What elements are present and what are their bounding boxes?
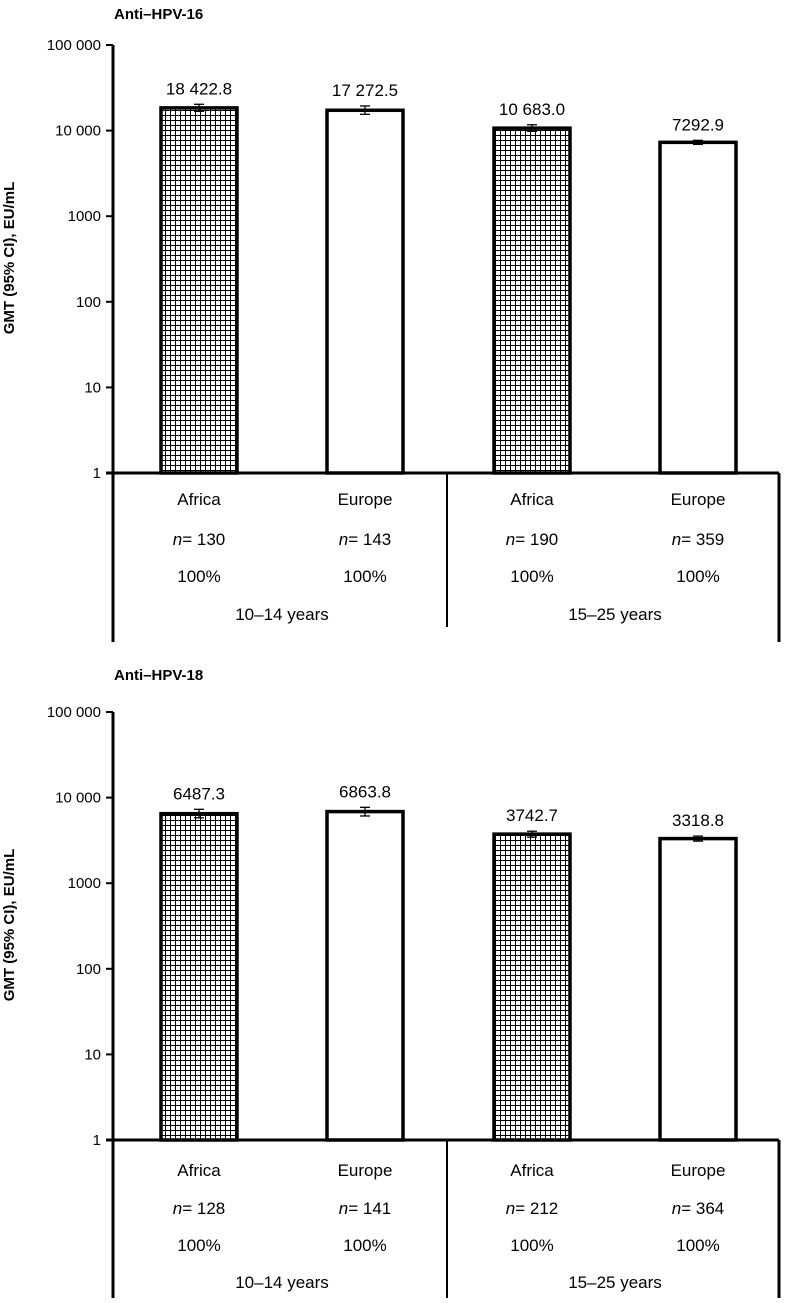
sample-size-value: = 143	[348, 530, 391, 549]
sample-size-value: = 130	[182, 530, 225, 549]
percentage-label: 100%	[343, 567, 386, 586]
percentage-label: 100%	[343, 1236, 386, 1255]
y-tick-label: 100	[76, 961, 101, 978]
y-tick-label: 10 000	[55, 123, 101, 140]
chart-title: Anti–HPV-16	[114, 6, 203, 23]
percentage-label: 100%	[177, 567, 220, 586]
group-label: 15–25 years	[568, 605, 662, 624]
y-axis-label: GMT (95% CI), EU/mL	[1, 849, 18, 1002]
percentage-label: 100%	[177, 1236, 220, 1255]
bar	[159, 811, 239, 1142]
sample-size-n: n	[672, 530, 681, 549]
y-tick-label: 1	[93, 465, 101, 482]
sample-size-value: = 364	[681, 1199, 724, 1218]
category-label: Africa	[510, 1161, 554, 1180]
group-label: 15–25 years	[568, 1273, 662, 1292]
category-label: Europe	[338, 1161, 393, 1180]
sample-size-label: n= 130	[173, 530, 225, 549]
sample-size-n: n	[672, 1199, 681, 1218]
group-label: 10–14 years	[235, 1273, 329, 1292]
percentage-label: 100%	[676, 567, 719, 586]
bar	[325, 809, 405, 1142]
data-label: 17 272.5	[332, 81, 398, 100]
bar	[658, 140, 738, 475]
group-label: 10–14 years	[235, 605, 329, 624]
data-label: 18 422.8	[166, 79, 232, 98]
y-tick-label: 10 000	[55, 790, 101, 807]
sample-size-label: n= 212	[506, 1199, 558, 1218]
sample-size-n: n	[173, 1199, 182, 1218]
y-tick-label: 100	[76, 294, 101, 311]
sample-size-value: = 359	[681, 530, 724, 549]
chart-title: Anti–HPV-18	[114, 667, 203, 684]
y-tick-label: 100 000	[47, 704, 101, 721]
data-label: 10 683.0	[499, 100, 565, 119]
y-tick-label: 10	[84, 1046, 101, 1063]
sample-size-n: n	[506, 530, 515, 549]
y-tick-label: 10	[84, 379, 101, 396]
bar	[492, 126, 572, 475]
sample-size-value: = 212	[515, 1199, 558, 1218]
data-label: 3318.8	[672, 811, 724, 830]
data-label: 3742.7	[506, 806, 558, 825]
sample-size-label: n= 128	[173, 1199, 225, 1218]
bar	[492, 832, 572, 1142]
data-label: 7292.9	[672, 115, 724, 134]
category-label: Europe	[671, 1161, 726, 1180]
sample-size-value: = 190	[515, 530, 558, 549]
y-tick-label: 1000	[68, 875, 101, 892]
bar	[159, 106, 239, 475]
category-label: Europe	[338, 490, 393, 509]
category-label: Europe	[671, 490, 726, 509]
sample-size-label: n= 359	[672, 530, 724, 549]
y-axis-label: GMT (95% CI), EU/mL	[1, 182, 18, 335]
sample-size-label: n= 143	[339, 530, 391, 549]
sample-size-n: n	[339, 1199, 348, 1218]
bar	[325, 108, 405, 475]
y-tick-label: 100 000	[47, 37, 101, 54]
category-label: Africa	[177, 1161, 221, 1180]
y-tick-label: 1	[93, 1132, 101, 1149]
sample-size-label: n= 141	[339, 1199, 391, 1218]
sample-size-n: n	[506, 1199, 515, 1218]
percentage-label: 100%	[510, 1236, 553, 1255]
bar	[658, 836, 738, 1142]
percentage-label: 100%	[676, 1236, 719, 1255]
data-label: 6863.8	[339, 782, 391, 801]
sample-size-value: = 141	[348, 1199, 391, 1218]
sample-size-n: n	[339, 530, 348, 549]
y-tick-label: 1000	[68, 208, 101, 225]
sample-size-label: n= 190	[506, 530, 558, 549]
sample-size-label: n= 364	[672, 1199, 724, 1218]
sample-size-value: = 128	[182, 1199, 225, 1218]
percentage-label: 100%	[510, 567, 553, 586]
category-label: Africa	[510, 490, 554, 509]
data-label: 6487.3	[173, 784, 225, 803]
category-label: Africa	[177, 490, 221, 509]
sample-size-n: n	[173, 530, 182, 549]
